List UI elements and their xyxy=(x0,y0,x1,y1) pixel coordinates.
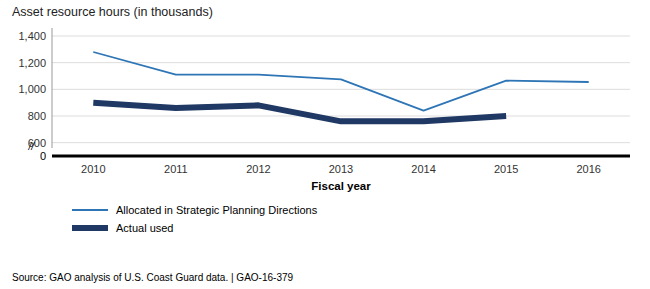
chart: Asset resource hours (in thousands)60080… xyxy=(0,0,650,289)
source-note: Source: GAO analysis of U.S. Coast Guard… xyxy=(12,272,293,283)
series-line xyxy=(93,52,588,111)
grid-line xyxy=(52,62,630,63)
y-tick-label: 1,400 xyxy=(18,30,46,42)
grid-line xyxy=(52,36,630,37)
zero-label: 0 xyxy=(40,150,46,162)
baseline xyxy=(52,155,630,158)
x-tick-label: 2015 xyxy=(494,163,518,175)
plot-area xyxy=(93,52,588,121)
legend-swatch xyxy=(72,209,108,211)
x-tick-label: 2016 xyxy=(576,163,600,175)
axis-break: // xyxy=(27,141,35,152)
grid-line xyxy=(52,142,630,143)
grid-line xyxy=(52,116,630,117)
x-tick-label: 2010 xyxy=(81,163,105,175)
x-tick-label: 2012 xyxy=(246,163,270,175)
y-tick-label: 1,000 xyxy=(18,83,46,95)
title: Asset resource hours (in thousands) xyxy=(12,5,213,19)
legend-entry: Actual used xyxy=(116,222,173,234)
legend-swatch xyxy=(72,225,108,231)
x-tick-label: 2013 xyxy=(329,163,353,175)
y-tick-label: 1,200 xyxy=(18,57,46,69)
y-tick-label: 800 xyxy=(28,110,46,122)
y-axis-line xyxy=(52,28,53,148)
grid-line xyxy=(52,89,630,90)
x-tick-label: 2011 xyxy=(164,163,188,175)
legend-entry: Allocated in Strategic Planning Directio… xyxy=(116,204,318,216)
series-line xyxy=(93,103,506,122)
x-tick-label: 2014 xyxy=(411,163,435,175)
x-axis-label: Fiscal year xyxy=(311,180,371,192)
